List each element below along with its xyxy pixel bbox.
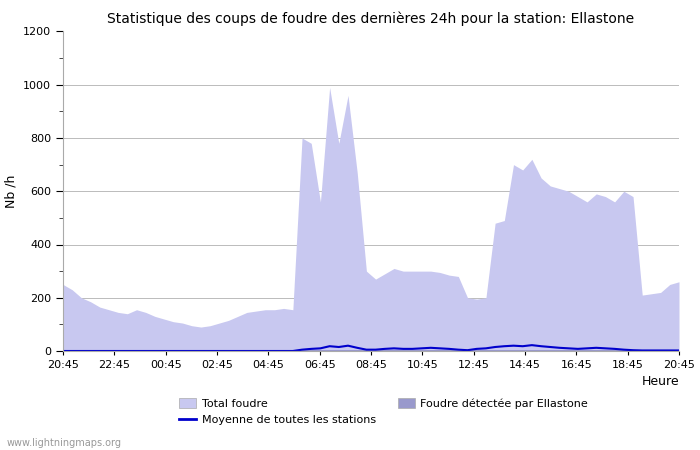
Text: Heure: Heure [641,375,679,388]
Legend: Total foudre, Moyenne de toutes les stations, Foudre détectée par Ellastone: Total foudre, Moyenne de toutes les stat… [179,398,588,425]
Y-axis label: Nb /h: Nb /h [4,175,18,208]
Text: www.lightningmaps.org: www.lightningmaps.org [7,438,122,448]
Title: Statistique des coups de foudre des dernières 24h pour la station: Ellastone: Statistique des coups de foudre des dern… [107,12,635,26]
